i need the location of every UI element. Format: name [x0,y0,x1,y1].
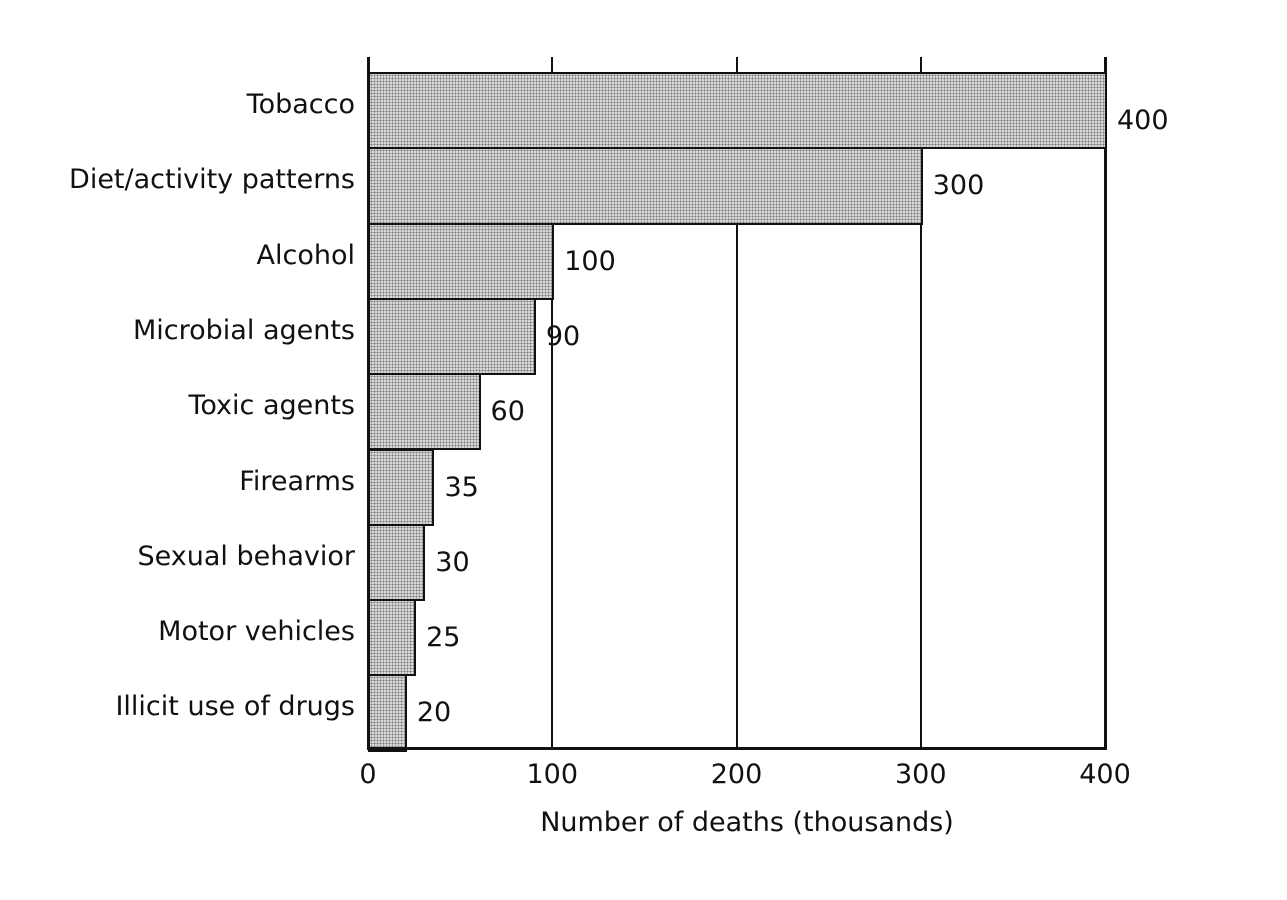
value-label: 400 [1117,105,1169,136]
value-label: 300 [932,170,985,202]
category-label: Firearms [239,465,355,497]
category-label: Sexual behavior [137,540,355,572]
value-label: 90 [545,320,581,352]
bar-alcohol [368,222,555,300]
x-tick-label: 200 [710,759,763,790]
x-axis-line [367,747,1107,750]
category-label: Diet/activity patterns [69,164,355,196]
bar-toxic-agents [368,373,481,451]
value-label: 35 [444,471,479,503]
category-label: Tobacco [246,89,355,120]
bar-tobacco [368,72,1107,150]
value-label: 20 [416,697,452,729]
bar-motor-vehicles [368,599,417,677]
value-label: 25 [426,622,461,654]
bar-illicit-use-of-drugs [368,674,407,752]
bar-sexual-behavior [368,523,426,602]
x-axis-title: Number of deaths (thousands) [540,807,954,838]
category-label: Motor vehicles [158,616,355,648]
bar-diet-activity-patterns [368,147,923,225]
gridline-200 [735,57,738,749]
gridline-300 [919,57,922,749]
category-label: Illicit use of drugs [115,691,355,723]
value-label: 30 [435,546,470,578]
value-label: 100 [564,245,616,277]
bar-microbial-agents [368,297,536,376]
category-label: Alcohol [256,239,355,271]
bar-firearms [368,448,435,526]
x-tick-label: 300 [894,759,947,790]
x-tick-label: 0 [359,759,377,790]
category-label: Toxic agents [188,390,355,422]
x-tick-label: 100 [526,759,579,790]
x-tick-label: 400 [1079,759,1131,790]
gridline-400 [1104,57,1107,749]
gridline-100 [551,57,554,749]
value-label: 60 [490,396,525,428]
category-label: Microbial agents [133,314,355,346]
